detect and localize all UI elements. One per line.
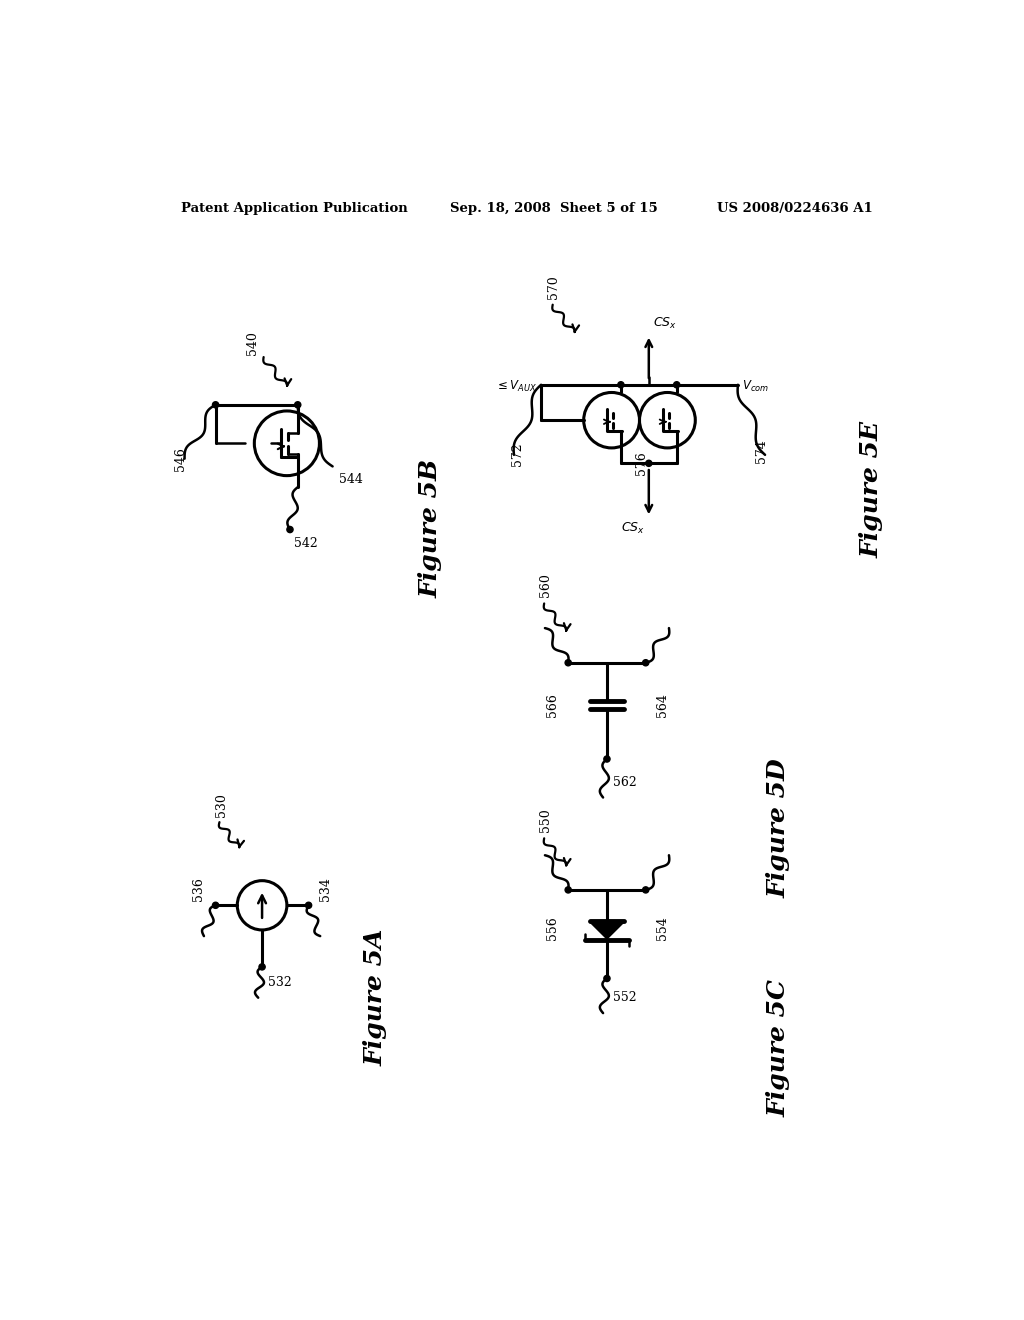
Text: Figure 5C: Figure 5C [767, 979, 791, 1117]
Text: 570: 570 [547, 275, 559, 298]
Circle shape [212, 401, 219, 408]
Text: $\leq V_{AUX}$: $\leq V_{AUX}$ [496, 379, 538, 393]
Circle shape [259, 964, 265, 970]
Text: 544: 544 [339, 473, 362, 486]
Circle shape [212, 903, 219, 908]
Text: Figure 5A: Figure 5A [364, 929, 388, 1067]
Text: Figure 5D: Figure 5D [767, 759, 791, 898]
Text: 540: 540 [246, 331, 259, 355]
Text: 552: 552 [613, 991, 637, 1005]
Text: 556: 556 [546, 916, 559, 940]
Text: 574: 574 [755, 438, 768, 462]
Text: Figure 5B: Figure 5B [418, 458, 442, 598]
Circle shape [287, 527, 293, 533]
Text: 562: 562 [613, 776, 637, 788]
Circle shape [643, 660, 649, 665]
Text: 542: 542 [294, 537, 317, 550]
Circle shape [305, 903, 311, 908]
Circle shape [565, 660, 571, 665]
Text: 564: 564 [656, 693, 670, 717]
Text: 534: 534 [319, 878, 332, 902]
Text: 560: 560 [539, 573, 552, 598]
Text: 530: 530 [215, 793, 227, 817]
Circle shape [295, 401, 301, 408]
Text: US 2008/0224636 A1: US 2008/0224636 A1 [717, 202, 872, 215]
Circle shape [604, 975, 610, 982]
Text: 546: 546 [174, 447, 187, 471]
Text: 536: 536 [193, 878, 205, 902]
Text: $CS_x$: $CS_x$ [652, 315, 677, 331]
Circle shape [604, 756, 610, 762]
Circle shape [674, 381, 680, 388]
Text: Figure 5E: Figure 5E [860, 421, 884, 558]
Circle shape [617, 381, 624, 388]
Circle shape [565, 887, 571, 892]
Text: $CS_x$: $CS_x$ [621, 521, 645, 536]
Text: 566: 566 [546, 693, 559, 717]
Text: 550: 550 [539, 808, 552, 832]
Text: 572: 572 [511, 442, 524, 466]
Text: Patent Application Publication: Patent Application Publication [180, 202, 408, 215]
Text: 532: 532 [268, 975, 292, 989]
Text: $V_{com}$: $V_{com}$ [741, 379, 769, 393]
Text: 576: 576 [635, 451, 647, 475]
Circle shape [646, 461, 652, 466]
Text: 554: 554 [656, 916, 670, 940]
Circle shape [643, 887, 649, 892]
Polygon shape [589, 921, 626, 940]
Text: Sep. 18, 2008  Sheet 5 of 15: Sep. 18, 2008 Sheet 5 of 15 [450, 202, 657, 215]
